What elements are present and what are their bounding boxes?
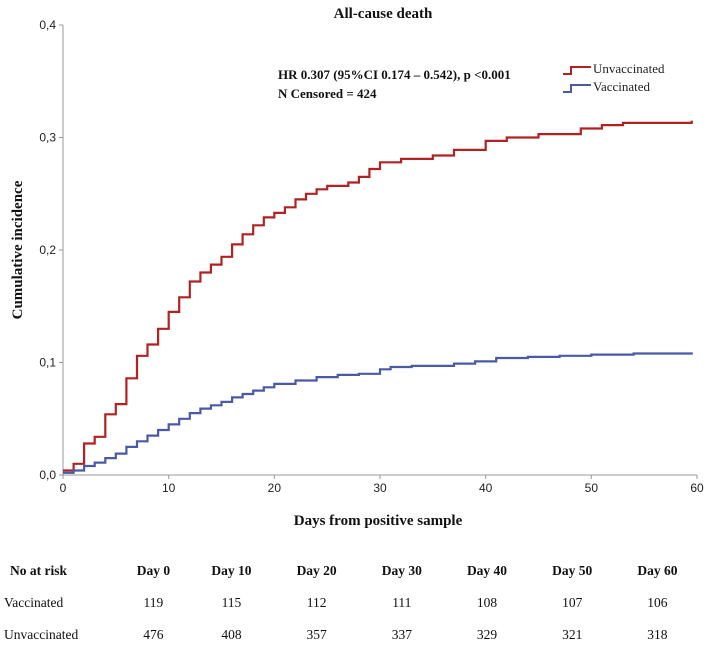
risk-table-cell: 107 bbox=[562, 595, 583, 610]
x-tick-label: 40 bbox=[479, 481, 493, 495]
risk-table-cell: 119 bbox=[143, 595, 164, 610]
risk-table-cell: 329 bbox=[476, 627, 498, 642]
y-tick-label: 0,4 bbox=[39, 18, 56, 32]
risk-table-day-header: Day 60 bbox=[637, 563, 678, 578]
x-tick-label: 0 bbox=[60, 481, 67, 495]
risk-table-cell: 321 bbox=[562, 627, 583, 642]
legend: Unvaccinated Vaccinated bbox=[563, 61, 665, 94]
x-axis-title: Days from positive sample bbox=[294, 513, 463, 529]
risk-table-row-unvaccinated: Unvaccinated 476 408 357 337 329 321 318 bbox=[0, 619, 700, 651]
x-tick-label: 10 bbox=[162, 481, 176, 495]
risk-table-cell: 111 bbox=[392, 595, 412, 610]
risk-table-cell: 476 bbox=[143, 627, 164, 642]
censored-annotation: N Censored = 424 bbox=[278, 86, 377, 101]
legend-label-vaccinated: Vaccinated bbox=[593, 79, 651, 94]
series-line-vaccinated bbox=[63, 352, 693, 474]
series-line-unvaccinated bbox=[63, 120, 693, 472]
risk-table-cell: 318 bbox=[647, 627, 668, 642]
hr-annotation: HR 0.307 (95%CI 0.174 – 0.542), p <0.001 bbox=[278, 67, 511, 82]
risk-table-cell: 115 bbox=[221, 595, 242, 610]
y-tick-label: 0,2 bbox=[39, 243, 56, 257]
legend-swatch-unvaccinated bbox=[563, 66, 591, 75]
number-at-risk-table: No at risk Day 0 Day 10 Day 20 Day 30 Da… bbox=[0, 555, 700, 651]
risk-table-day-header: Day 20 bbox=[296, 563, 337, 578]
risk-table-cell: 408 bbox=[221, 627, 242, 642]
y-axis-title: Cumulative incidence bbox=[10, 180, 26, 319]
risk-table-cell: 357 bbox=[306, 627, 327, 642]
risk-table-header-label: No at risk bbox=[10, 563, 67, 578]
x-tick-label: 50 bbox=[585, 481, 599, 495]
y-tick-label: 0,0 bbox=[39, 468, 56, 482]
risk-table-day-header: Day 0 bbox=[136, 563, 171, 578]
x-tick-label: 30 bbox=[373, 481, 387, 495]
y-tick-label: 0,1 bbox=[39, 356, 56, 370]
risk-table-day-header: Day 10 bbox=[211, 563, 252, 578]
risk-table-day-header: Day 40 bbox=[466, 563, 508, 578]
chart: All-cause death HR 0.307 (95%CI 0.174 – … bbox=[10, 6, 704, 529]
risk-table-cell: 106 bbox=[647, 595, 668, 610]
risk-table-cell: 108 bbox=[476, 595, 498, 610]
y-tick-label: 0,3 bbox=[39, 131, 56, 145]
risk-table-row-label: Unvaccinated bbox=[4, 627, 79, 642]
legend-swatch-vaccinated bbox=[563, 84, 591, 93]
risk-table-header-row: No at risk Day 0 Day 10 Day 20 Day 30 Da… bbox=[0, 555, 700, 587]
risk-table-cell: 337 bbox=[391, 627, 412, 642]
risk-table-row-label: Vaccinated bbox=[4, 595, 64, 610]
x-tick-label: 60 bbox=[690, 481, 704, 495]
risk-table-day-header: Day 50 bbox=[552, 563, 593, 578]
risk-table-row-vaccinated: Vaccinated 119 115 112 111 108 107 106 bbox=[0, 587, 700, 619]
legend-label-unvaccinated: Unvaccinated bbox=[593, 61, 665, 76]
risk-table-cell: 112 bbox=[306, 595, 327, 610]
x-tick-label: 20 bbox=[268, 481, 282, 495]
chart-title: All-cause death bbox=[334, 6, 433, 22]
risk-table-day-header: Day 30 bbox=[381, 563, 422, 578]
